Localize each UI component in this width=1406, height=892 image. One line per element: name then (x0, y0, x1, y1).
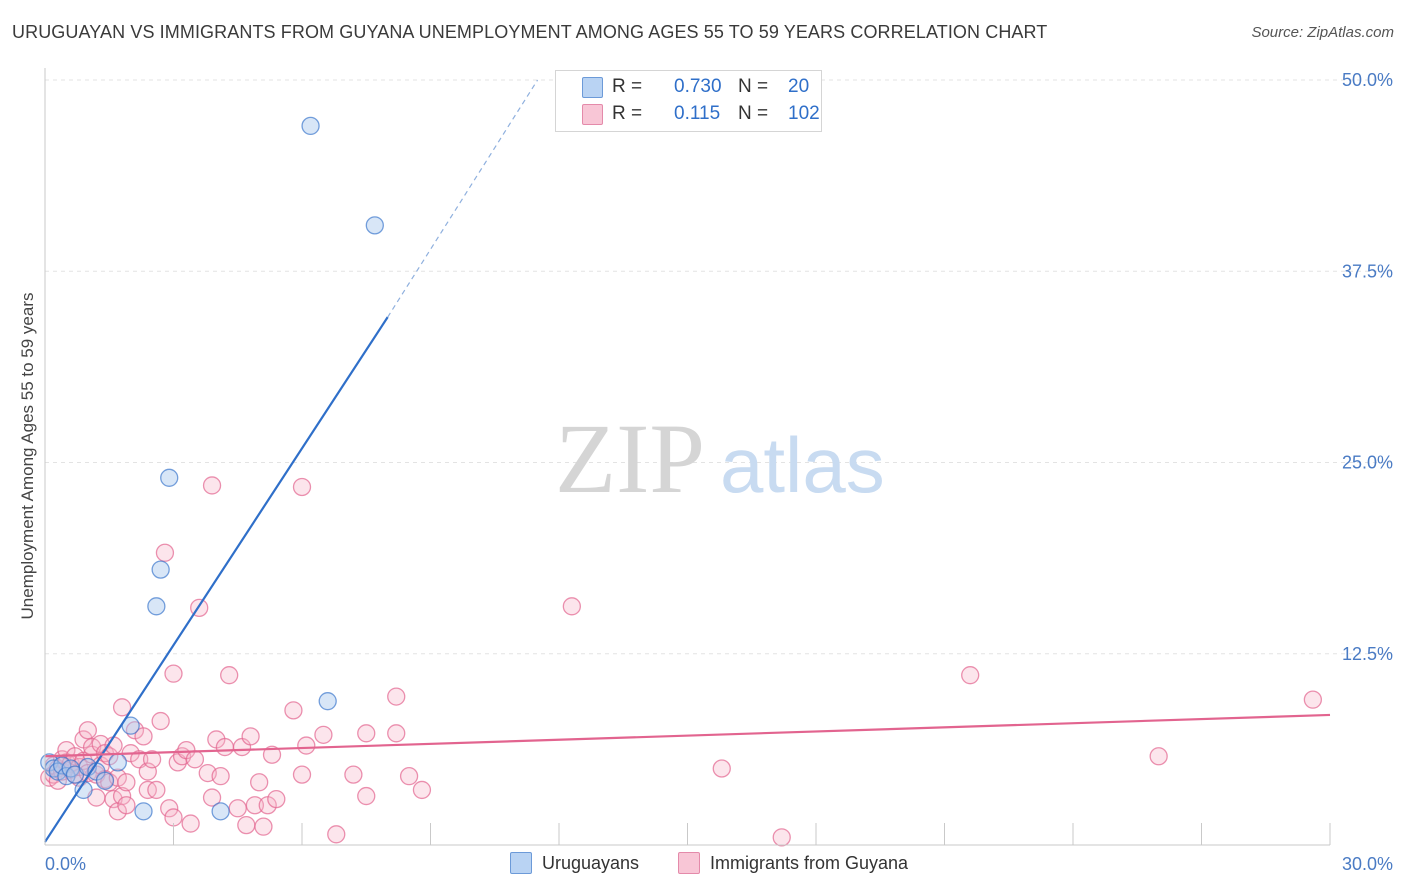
correlation-legend: R = 0.730 N = 20 R = 0.115 N = 102 (555, 70, 822, 132)
legend-swatch-pink (582, 103, 603, 125)
data-point-guyana (181, 814, 200, 833)
data-point-uruguayans (151, 560, 170, 579)
trend-line-uruguayans (44, 316, 389, 843)
data-point-guyana (151, 711, 170, 731)
y-tick-label: 25.0% (1342, 453, 1393, 473)
data-point-guyana (292, 477, 312, 497)
data-point-guyana (134, 727, 153, 746)
data-point-guyana (164, 664, 183, 683)
data-point-uruguayans (147, 597, 166, 616)
watermark-atlas: atlas (720, 421, 885, 509)
chart-title: URUGUAYAN VS IMMIGRANTS FROM GUYANA UNEM… (12, 22, 1048, 42)
bottom-legend-label: Immigrants from Guyana (710, 852, 909, 873)
data-point-guyana (399, 767, 419, 786)
series-immigrants-from-guyana (40, 476, 1323, 847)
bottom-legend-swatch-pink (678, 852, 700, 874)
legend-r-value: 0.115 (674, 103, 721, 124)
data-point-guyana (562, 597, 581, 616)
data-point-uruguayans (160, 468, 179, 487)
data-point-uruguayans (95, 771, 115, 790)
data-point-guyana (202, 476, 222, 495)
data-point-guyana (241, 727, 260, 746)
data-point-uruguayans (108, 753, 127, 772)
data-point-guyana (292, 765, 312, 784)
gridlines (45, 79, 1392, 655)
bottom-legend-label: Uruguayans (542, 852, 640, 873)
data-point-guyana (1303, 690, 1323, 709)
series-uruguayans (40, 116, 384, 821)
trend-line-guyana (44, 713, 1331, 758)
y-tick-label: 37.5% (1342, 261, 1393, 281)
data-point-guyana (78, 721, 97, 740)
data-point-guyana (220, 666, 239, 685)
data-point-guyana (211, 767, 230, 786)
legend-r-value: 0.730 (674, 76, 722, 97)
bottom-legend-swatch-blue (510, 852, 532, 874)
data-point-guyana (297, 736, 316, 755)
data-point-guyana (185, 750, 205, 769)
data-point-guyana (254, 817, 273, 836)
data-point-guyana (117, 796, 136, 815)
data-point-guyana (1149, 747, 1168, 766)
data-point-guyana (147, 780, 166, 800)
data-point-guyana (344, 765, 363, 784)
data-point-guyana (202, 788, 222, 807)
data-point-uruguayans (318, 692, 337, 711)
data-point-guyana (267, 789, 286, 809)
data-point-guyana (961, 666, 980, 685)
data-point-guyana (245, 796, 265, 815)
data-point-guyana (250, 773, 269, 792)
data-point-guyana (387, 687, 406, 706)
data-point-guyana (387, 724, 406, 743)
legend-n-label: N = (738, 76, 769, 97)
data-point-guyana (160, 799, 179, 818)
data-point-guyana (112, 786, 132, 806)
y-tick-label: 50.0% (1342, 70, 1393, 90)
data-point-guyana (412, 780, 432, 800)
source-label: Source: ZipAtlas.com (1251, 24, 1394, 41)
data-point-guyana (262, 745, 282, 764)
data-point-guyana (772, 828, 791, 847)
y-tick-label: 12.5% (1342, 644, 1393, 664)
watermark: ZIP atlas (555, 403, 885, 514)
data-point-guyana (284, 701, 303, 720)
bottom-legend-uruguayans: Uruguayans (510, 852, 639, 874)
data-point-guyana (155, 543, 175, 562)
data-point-guyana (228, 799, 247, 818)
watermark-zip: ZIP (555, 403, 705, 514)
legend-n-label: N = (738, 103, 769, 124)
data-point-guyana (215, 737, 235, 757)
data-point-uruguayans (365, 216, 384, 235)
tick-labels: 12.5% 25.0% 37.5% 50.0% 0.0% 30.0% (45, 70, 1393, 874)
bottom-legend-guyana: Immigrants from Guyana (678, 852, 908, 874)
data-point-guyana (357, 724, 376, 743)
data-point-guyana (712, 759, 731, 778)
legend-n-value: 20 (788, 76, 810, 97)
data-point-guyana (117, 773, 136, 792)
legend-r-label: R = (612, 76, 643, 97)
data-point-uruguayans (301, 116, 320, 136)
data-point-uruguayans (134, 802, 153, 821)
data-point-guyana (357, 786, 376, 806)
trend-lines (44, 79, 1331, 843)
data-point-guyana (314, 725, 333, 744)
x-tick-label: 0.0% (45, 854, 86, 874)
axes (44, 68, 1331, 846)
x-tick-label: 30.0% (1342, 854, 1393, 874)
legend-swatch-blue (582, 76, 603, 98)
legend-r-label: R = (612, 103, 643, 124)
data-point-guyana (237, 815, 256, 835)
trend-line-uruguayans-extension (387, 79, 539, 318)
data-point-uruguayans (211, 802, 230, 821)
data-point-guyana (327, 825, 346, 844)
data-point-guyana (142, 750, 162, 769)
data-point-guyana (112, 698, 132, 717)
legend-n-value: 102 (788, 103, 820, 124)
